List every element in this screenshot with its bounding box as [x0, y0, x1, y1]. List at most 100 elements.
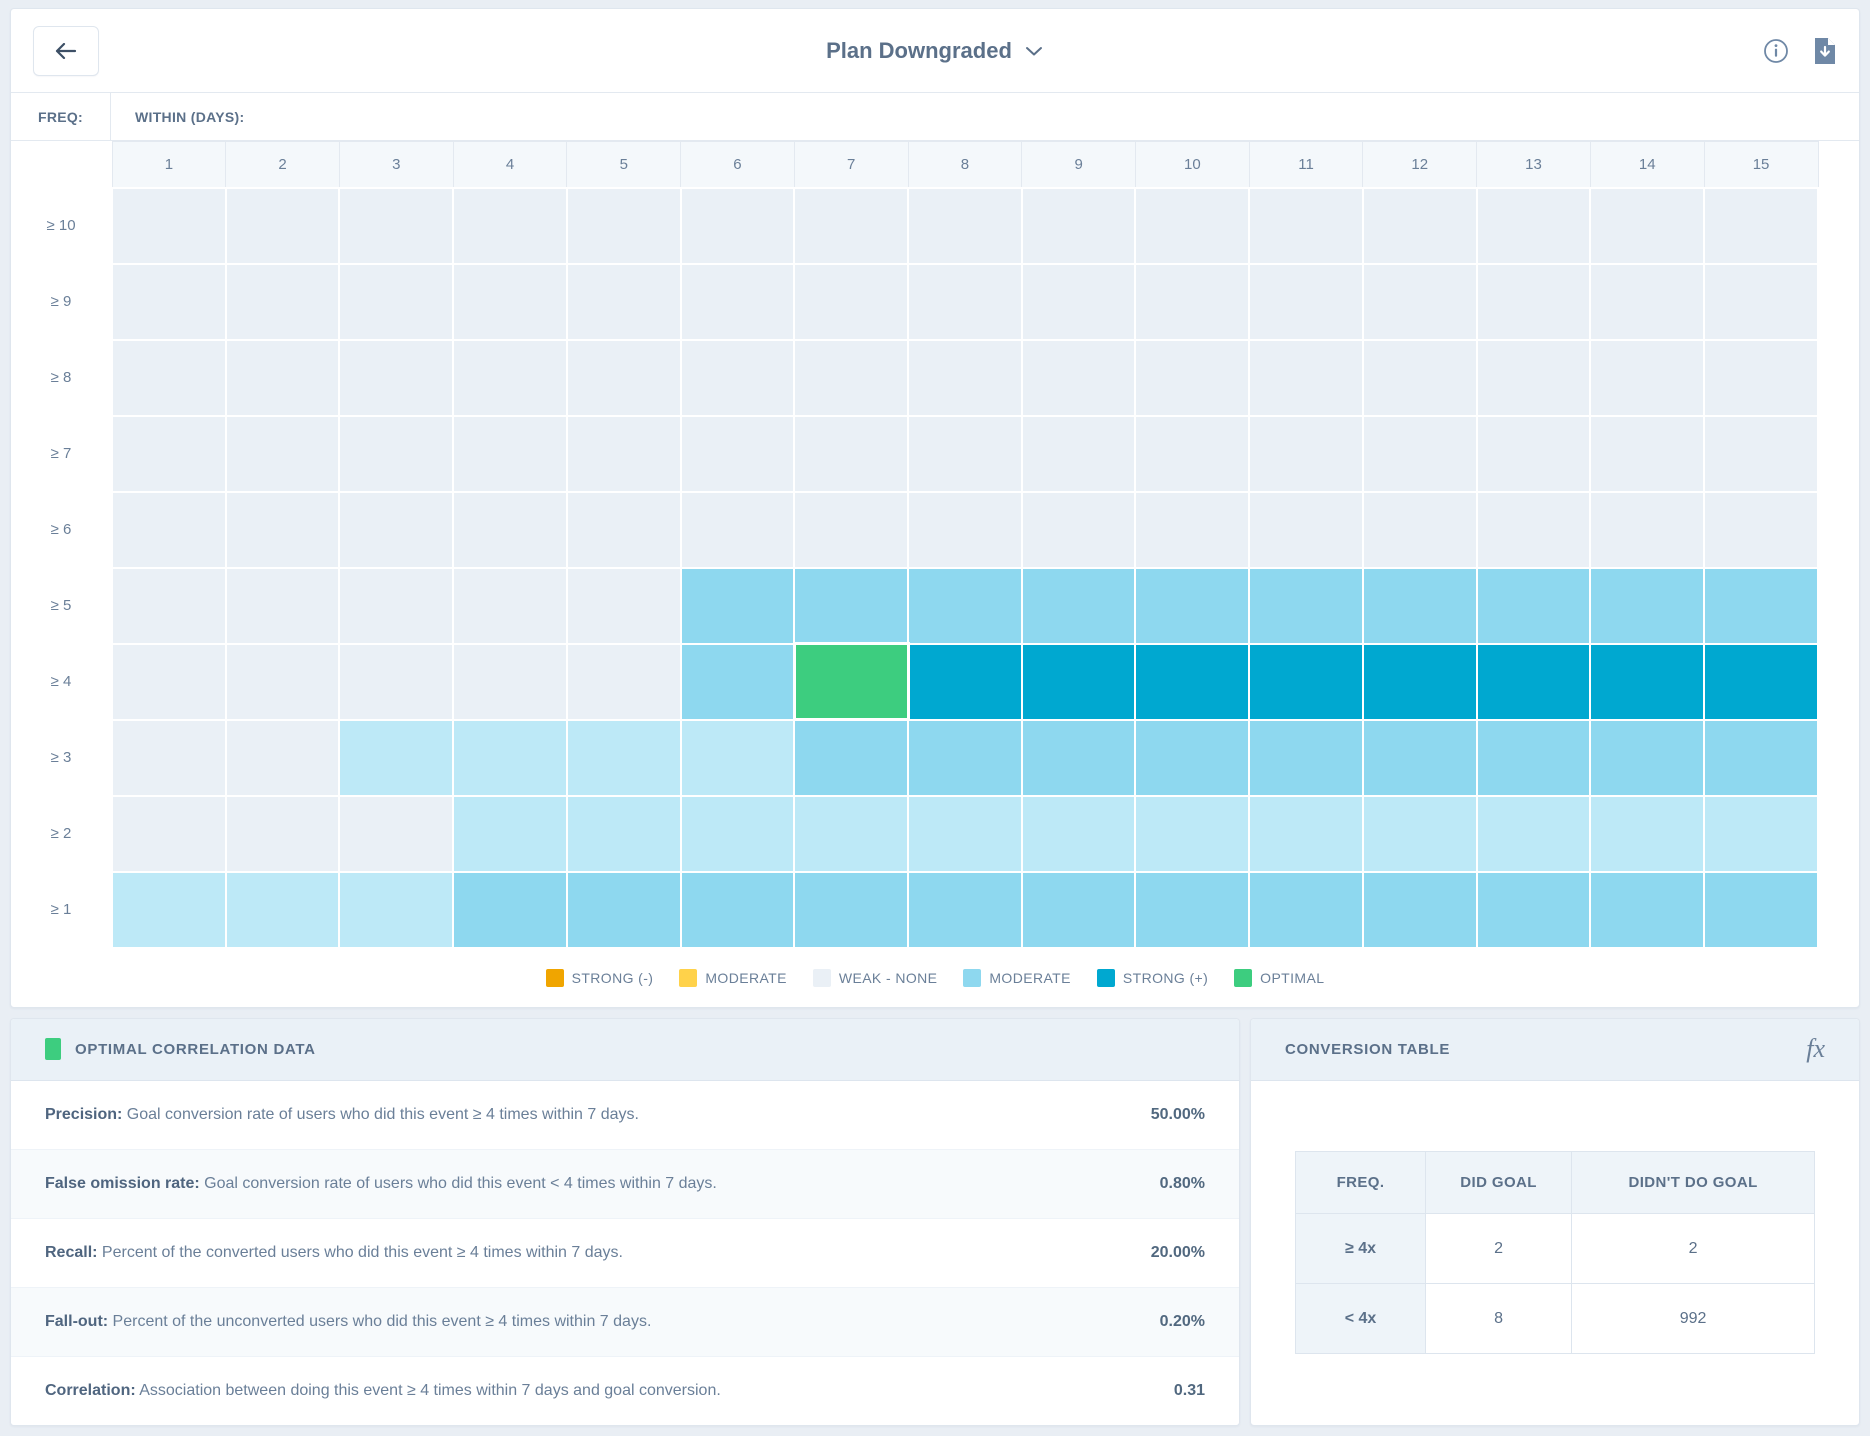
heatmap-cell[interactable]	[1134, 566, 1251, 645]
heatmap-cell[interactable]	[1589, 566, 1706, 645]
heatmap-cell[interactable]	[793, 186, 910, 265]
heatmap-cell[interactable]	[907, 262, 1023, 341]
heatmap-cell[interactable]	[793, 262, 910, 341]
heatmap-cell[interactable]	[565, 186, 682, 265]
heatmap-cell[interactable]	[224, 566, 341, 645]
heatmap-cell[interactable]	[1703, 870, 1819, 949]
heatmap-cell[interactable]	[1589, 186, 1706, 265]
heatmap-cell[interactable]	[1020, 414, 1137, 493]
info-circle-icon[interactable]	[1763, 38, 1789, 64]
heatmap-cell[interactable]	[1703, 490, 1819, 569]
heatmap-cell[interactable]	[1020, 490, 1137, 569]
heatmap-cell[interactable]	[1248, 642, 1364, 721]
heatmap-cell[interactable]	[1361, 794, 1478, 873]
heatmap-cell[interactable]	[565, 490, 682, 569]
heatmap-cell[interactable]	[338, 262, 455, 341]
heatmap-cell[interactable]	[1134, 186, 1251, 265]
heatmap-cell[interactable]	[1248, 186, 1364, 265]
heatmap-cell[interactable]	[907, 870, 1023, 949]
heatmap-cell[interactable]	[452, 490, 568, 569]
heatmap-cell[interactable]	[452, 718, 568, 797]
heatmap-cell[interactable]	[565, 642, 682, 721]
heatmap-cell[interactable]	[1248, 338, 1364, 417]
heatmap-cell[interactable]	[338, 186, 455, 265]
heatmap-cell[interactable]	[1589, 414, 1706, 493]
fx-icon[interactable]: fx	[1806, 1034, 1825, 1063]
heatmap-cell[interactable]	[1475, 566, 1592, 645]
heatmap-cell[interactable]	[1475, 490, 1592, 569]
heatmap-cell[interactable]	[1134, 718, 1251, 797]
heatmap-cell[interactable]	[111, 794, 227, 873]
heatmap-cell[interactable]	[1361, 490, 1478, 569]
heatmap-cell[interactable]	[1703, 642, 1819, 721]
heatmap-cell[interactable]	[1703, 718, 1819, 797]
heatmap-cell[interactable]	[1020, 186, 1137, 265]
heatmap-cell[interactable]	[338, 414, 455, 493]
heatmap-cell[interactable]	[1475, 186, 1592, 265]
heatmap-cell[interactable]	[1361, 870, 1478, 949]
heatmap-cell[interactable]	[452, 338, 568, 417]
heatmap-cell[interactable]	[224, 186, 341, 265]
heatmap-cell[interactable]	[679, 490, 796, 569]
heatmap-cell[interactable]	[1475, 414, 1592, 493]
heatmap-cell[interactable]	[1134, 642, 1251, 721]
heatmap-cell[interactable]	[1020, 794, 1137, 873]
chevron-down-icon[interactable]	[1024, 45, 1044, 57]
heatmap-cell[interactable]	[1475, 642, 1592, 721]
heatmap-cell[interactable]	[452, 262, 568, 341]
heatmap-cell[interactable]	[224, 490, 341, 569]
heatmap-cell[interactable]	[338, 642, 455, 721]
heatmap-cell[interactable]	[679, 566, 796, 645]
heatmap-cell[interactable]	[907, 338, 1023, 417]
heatmap-cell[interactable]	[565, 566, 682, 645]
heatmap-cell[interactable]	[1589, 262, 1706, 341]
heatmap-cell[interactable]	[793, 718, 910, 797]
heatmap-cell[interactable]	[1248, 490, 1364, 569]
heatmap-cell[interactable]	[1020, 718, 1137, 797]
heatmap-cell[interactable]	[565, 338, 682, 417]
legend-item[interactable]: MODERATE	[963, 968, 1071, 987]
heatmap-cell[interactable]	[1248, 262, 1364, 341]
heatmap-cell[interactable]	[338, 490, 455, 569]
heatmap-cell[interactable]	[452, 642, 568, 721]
heatmap-cell[interactable]	[1020, 566, 1137, 645]
heatmap-cell[interactable]	[452, 870, 568, 949]
heatmap-cell[interactable]	[1020, 262, 1137, 341]
heatmap-cell[interactable]	[1589, 870, 1706, 949]
heatmap-cell[interactable]	[1020, 870, 1137, 949]
heatmap-cell[interactable]	[1703, 186, 1819, 265]
heatmap-cell[interactable]	[1475, 262, 1592, 341]
heatmap-cell[interactable]	[1361, 718, 1478, 797]
heatmap-cell[interactable]	[907, 490, 1023, 569]
heatmap-cell[interactable]	[224, 262, 341, 341]
heatmap-cell[interactable]	[111, 566, 227, 645]
heatmap-cell[interactable]	[1248, 566, 1364, 645]
heatmap-cell[interactable]	[338, 566, 455, 645]
heatmap-cell[interactable]	[111, 262, 227, 341]
heatmap-cell[interactable]	[452, 794, 568, 873]
heatmap-cell[interactable]	[1589, 718, 1706, 797]
legend-item[interactable]: STRONG (+)	[1096, 968, 1208, 987]
heatmap-cell[interactable]	[224, 338, 341, 417]
heatmap-cell[interactable]	[1589, 794, 1706, 873]
heatmap-cell[interactable]	[565, 870, 682, 949]
heatmap-cell[interactable]	[452, 566, 568, 645]
heatmap-cell[interactable]	[224, 642, 341, 721]
heatmap-cell[interactable]	[1703, 262, 1819, 341]
heatmap-cell[interactable]	[793, 870, 910, 949]
heatmap-cell[interactable]	[679, 718, 796, 797]
heatmap-cell[interactable]	[224, 718, 341, 797]
heatmap-cell[interactable]	[1134, 794, 1251, 873]
heatmap-cell[interactable]	[565, 794, 682, 873]
heatmap-cell[interactable]	[679, 414, 796, 493]
heatmap-cell[interactable]	[1248, 718, 1364, 797]
heatmap-cell[interactable]	[1134, 490, 1251, 569]
heatmap-cell[interactable]	[1361, 186, 1478, 265]
heatmap-cell[interactable]	[111, 490, 227, 569]
heatmap-cell[interactable]	[907, 642, 1023, 721]
heatmap-cell[interactable]	[565, 718, 682, 797]
heatmap-cell[interactable]	[1475, 718, 1592, 797]
heatmap-cell[interactable]	[452, 186, 568, 265]
heatmap-cell[interactable]	[793, 566, 910, 645]
heatmap-cell[interactable]	[1703, 338, 1819, 417]
